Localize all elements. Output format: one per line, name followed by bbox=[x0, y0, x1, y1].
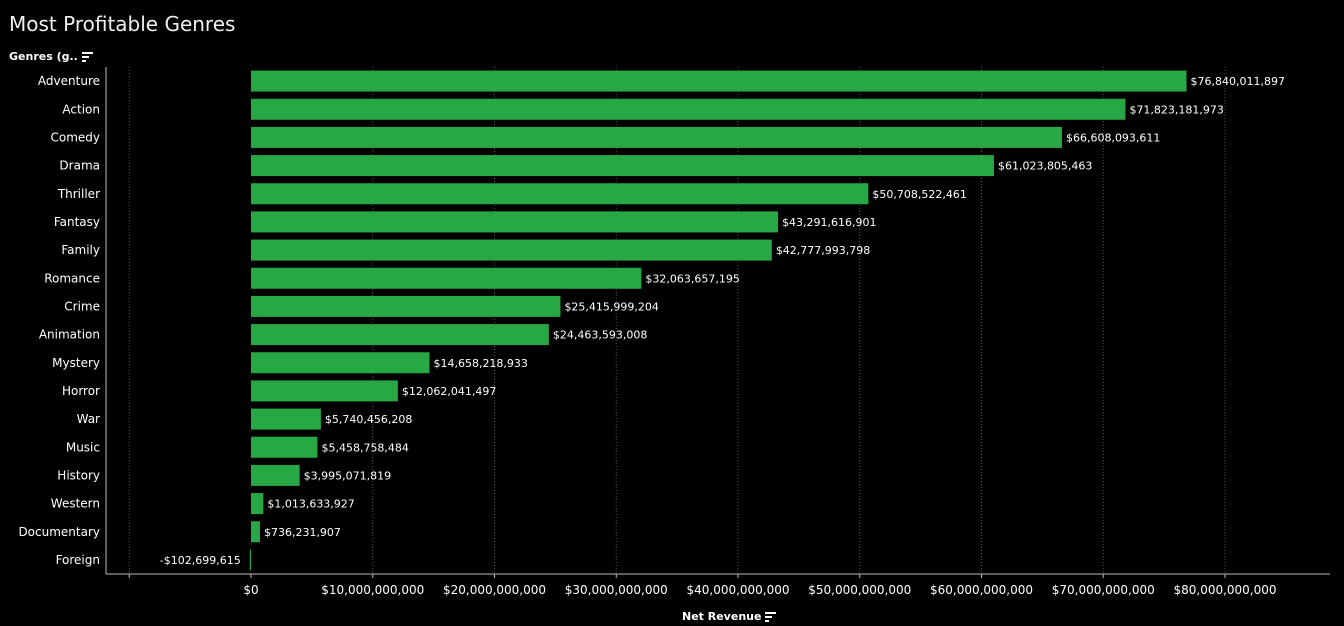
category-label: Family bbox=[61, 243, 100, 257]
category-label: Adventure bbox=[38, 74, 100, 88]
bar-drama[interactable] bbox=[251, 155, 994, 177]
data-label: $736,231,907 bbox=[264, 526, 341, 539]
data-label: $61,023,805,463 bbox=[998, 160, 1092, 173]
bar-animation[interactable] bbox=[251, 324, 549, 346]
category-label: History bbox=[57, 468, 100, 482]
data-label: $14,658,218,933 bbox=[433, 357, 527, 370]
category-label: Music bbox=[66, 440, 100, 454]
x-tick-label: $20,000,000,000 bbox=[443, 583, 546, 597]
data-label: $24,463,593,008 bbox=[553, 329, 647, 342]
data-label: $43,291,616,901 bbox=[782, 216, 876, 229]
bar-thriller[interactable] bbox=[251, 183, 869, 205]
data-label: $5,458,758,484 bbox=[321, 441, 408, 454]
data-label: $42,777,993,798 bbox=[776, 244, 870, 257]
category-label: Action bbox=[62, 102, 100, 116]
bar-foreign[interactable] bbox=[249, 549, 251, 571]
data-label: $3,995,071,819 bbox=[304, 469, 391, 482]
bar-fantasy[interactable] bbox=[251, 211, 779, 233]
y-axis-header[interactable]: Genres (g.. bbox=[9, 50, 93, 63]
x-tick-label: $50,000,000,000 bbox=[808, 583, 911, 597]
x-tick-label: $0 bbox=[243, 583, 258, 597]
category-label: War bbox=[77, 412, 100, 426]
data-label: $71,823,181,973 bbox=[1129, 103, 1223, 116]
sort-icon[interactable] bbox=[765, 611, 777, 622]
x-tick-label: $30,000,000,000 bbox=[565, 583, 668, 597]
category-label: Drama bbox=[59, 159, 100, 173]
y-axis-header-label: Genres (g.. bbox=[9, 50, 78, 63]
data-label: $5,740,456,208 bbox=[325, 413, 412, 426]
x-axis-header-label: Net Revenue bbox=[682, 610, 762, 623]
category-label: Crime bbox=[64, 299, 100, 313]
x-tick-label: $40,000,000,000 bbox=[686, 583, 789, 597]
sort-icon[interactable] bbox=[81, 51, 93, 62]
data-label: $1,013,633,927 bbox=[267, 498, 354, 511]
bar-documentary[interactable] bbox=[251, 521, 260, 543]
x-axis-header[interactable]: Net Revenue bbox=[682, 610, 777, 623]
data-label: $25,415,999,204 bbox=[564, 300, 658, 313]
bar-history[interactable] bbox=[251, 464, 300, 486]
bar-music[interactable] bbox=[251, 436, 318, 458]
bar-romance[interactable] bbox=[251, 267, 642, 289]
bar-mystery[interactable] bbox=[251, 352, 430, 374]
bar-action[interactable] bbox=[251, 98, 1126, 120]
bar-crime[interactable] bbox=[251, 295, 561, 317]
bar-family[interactable] bbox=[251, 239, 772, 261]
page-title: Most Profitable Genres bbox=[9, 12, 236, 36]
category-label: Foreign bbox=[56, 553, 100, 567]
bar-horror[interactable] bbox=[251, 380, 398, 402]
category-label: Horror bbox=[62, 384, 100, 398]
category-label: Romance bbox=[44, 271, 100, 285]
x-tick-label: $10,000,000,000 bbox=[321, 583, 424, 597]
category-label: Comedy bbox=[50, 130, 100, 144]
data-label: $12,062,041,497 bbox=[402, 385, 496, 398]
category-label: Animation bbox=[39, 328, 100, 342]
bar-adventure[interactable] bbox=[251, 70, 1187, 92]
bar-western[interactable] bbox=[251, 493, 264, 515]
category-label: Documentary bbox=[18, 525, 100, 539]
data-label: $32,063,657,195 bbox=[645, 272, 739, 285]
category-label: Western bbox=[51, 497, 100, 511]
data-label: $50,708,522,461 bbox=[872, 188, 966, 201]
bar-comedy[interactable] bbox=[251, 126, 1062, 148]
x-tick-label: $70,000,000,000 bbox=[1052, 583, 1155, 597]
data-label: -$102,699,615 bbox=[160, 554, 241, 567]
x-tick-label: $80,000,000,000 bbox=[1173, 583, 1276, 597]
category-label: Mystery bbox=[52, 356, 100, 370]
bar-war[interactable] bbox=[251, 408, 321, 430]
category-label: Thriller bbox=[57, 187, 100, 201]
data-label: $66,608,093,611 bbox=[1066, 131, 1160, 144]
data-label: $76,840,011,897 bbox=[1191, 75, 1285, 88]
x-tick-label: $60,000,000,000 bbox=[930, 583, 1033, 597]
category-label: Fantasy bbox=[54, 215, 100, 229]
